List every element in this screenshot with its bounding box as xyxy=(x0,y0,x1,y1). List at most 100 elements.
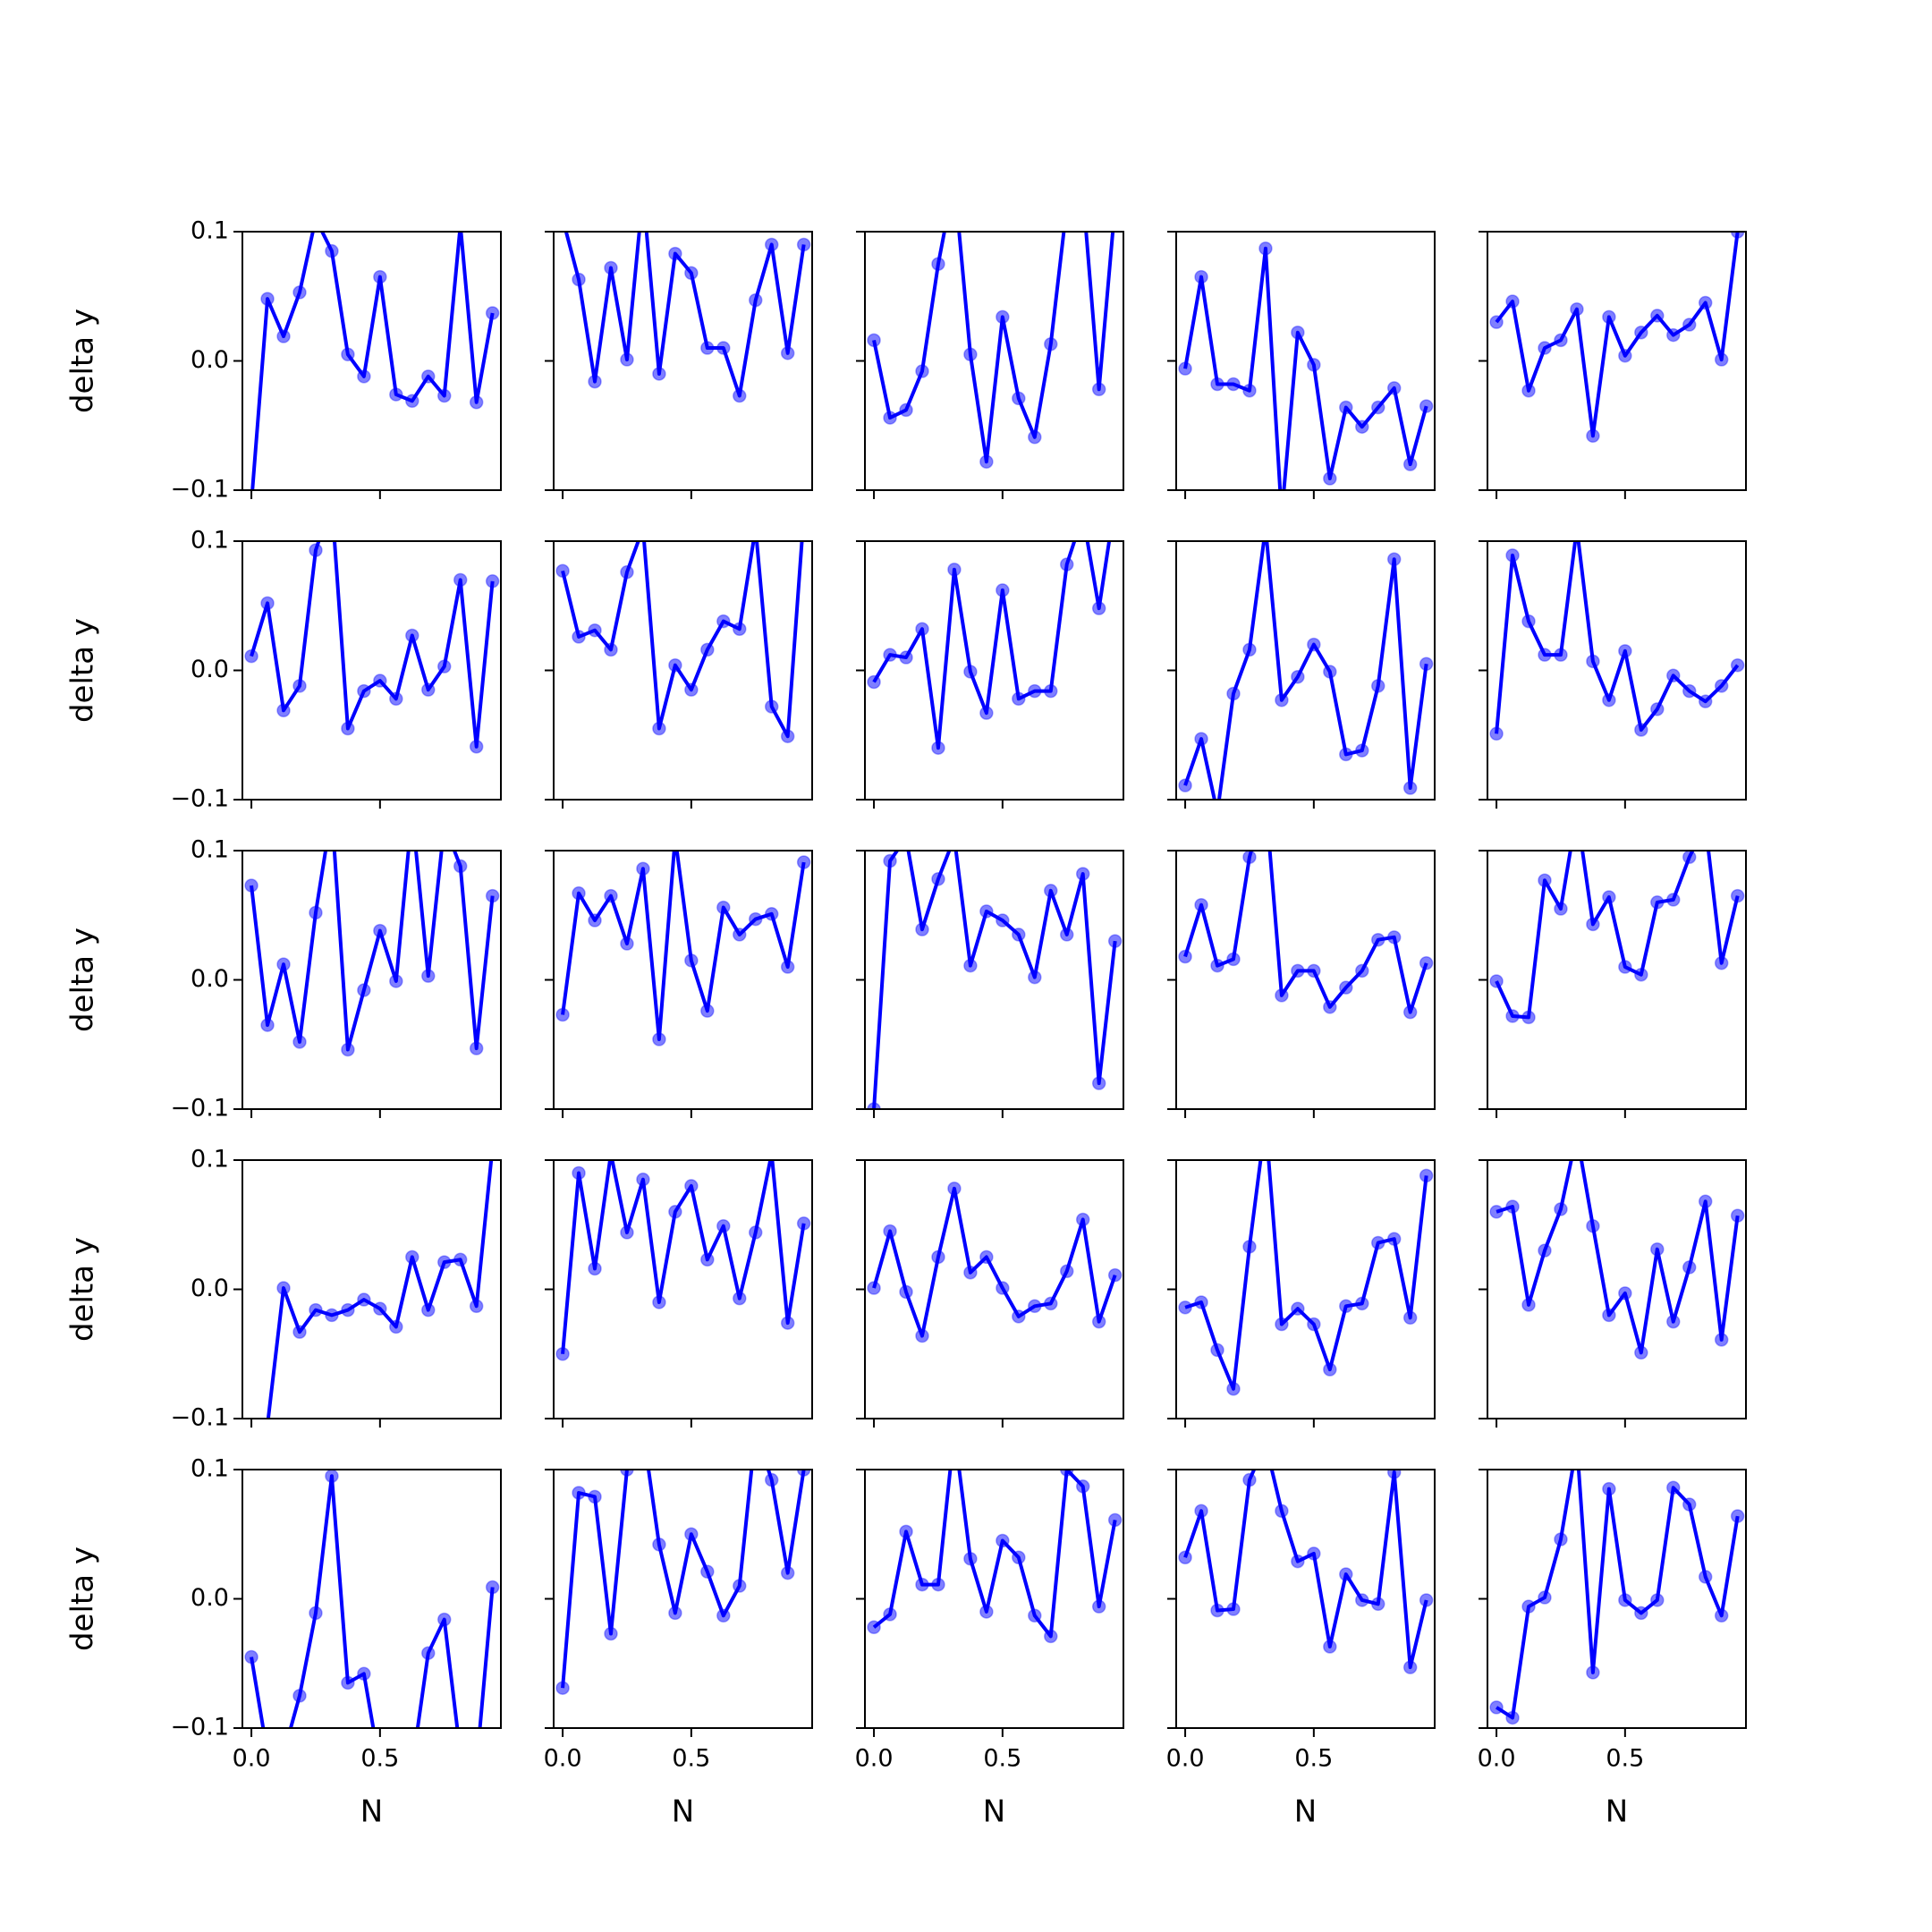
marker xyxy=(1571,806,1583,818)
axes-frame xyxy=(1487,1469,1747,1729)
x-axis-label: N xyxy=(983,1794,1005,1830)
subplot xyxy=(1479,806,1747,1118)
subplot xyxy=(545,850,813,1118)
x-tick-label: 0.0 xyxy=(233,1745,271,1773)
axes-frame xyxy=(864,231,1124,491)
marker xyxy=(326,496,338,509)
series-line xyxy=(1183,1470,1428,1670)
x-axis-label: N xyxy=(1606,1794,1628,1830)
x-tick-label: 0.5 xyxy=(672,1745,710,1773)
marker xyxy=(438,818,451,831)
series-line xyxy=(1495,1470,1740,1720)
series-line xyxy=(250,851,495,1052)
marker xyxy=(406,806,419,818)
subplot: 0.0 0.5 N xyxy=(1166,1437,1436,1830)
marker xyxy=(245,1477,258,1489)
axes-frame xyxy=(242,1469,502,1729)
y-tick-label: 0.0 xyxy=(191,1275,229,1302)
axes-frame xyxy=(864,540,1124,801)
y-tick-label: −0.1 xyxy=(170,1714,229,1741)
marker xyxy=(556,213,569,225)
series-line xyxy=(250,1474,495,1728)
marker xyxy=(309,213,322,225)
series-line xyxy=(872,541,1112,750)
y-tick-label: −0.1 xyxy=(170,476,229,504)
marker xyxy=(1107,1267,1123,1283)
y-tick-label: 0.1 xyxy=(191,217,229,245)
marker xyxy=(948,1425,961,1437)
marker xyxy=(1571,1128,1583,1140)
subplot: −0.1 0.0 0.1 delta y xyxy=(65,496,502,813)
marker xyxy=(1259,1437,1272,1450)
series-line xyxy=(872,232,1115,464)
marker xyxy=(454,1748,467,1760)
marker xyxy=(326,806,338,818)
marker xyxy=(798,509,810,521)
series-line xyxy=(1495,541,1740,734)
subplot xyxy=(856,174,1124,499)
y-tick-label: 0.1 xyxy=(191,1455,229,1483)
x-tick-label: 0.5 xyxy=(1606,1745,1644,1773)
axes-frame xyxy=(553,540,813,801)
subplot xyxy=(545,1159,813,1428)
marker xyxy=(265,1418,270,1419)
y-tick-label: −0.1 xyxy=(170,1404,229,1432)
marker xyxy=(457,232,463,233)
x-tick-label: 0.5 xyxy=(983,1745,1021,1773)
series-line xyxy=(561,1470,806,1689)
marker xyxy=(1571,522,1583,535)
y-tick-label: 0.0 xyxy=(191,965,229,993)
x-axis-label: N xyxy=(1294,1794,1317,1830)
x-tick-label: 0.0 xyxy=(1166,1745,1205,1773)
subplot xyxy=(545,509,813,809)
subplot xyxy=(1167,1159,1436,1428)
marker xyxy=(750,1425,762,1437)
y-tick-label: 0.1 xyxy=(191,527,229,555)
y-tick-label: 0.1 xyxy=(191,836,229,864)
subplot xyxy=(856,496,1124,809)
subplot: −0.1 0.0 0.1 delta y xyxy=(65,1141,502,1489)
subplot: 0.0 0.5 N xyxy=(1478,1437,1747,1830)
y-axis-label: delta y xyxy=(65,1546,101,1651)
marker xyxy=(1211,806,1224,818)
series-line xyxy=(1496,1160,1740,1355)
axes-frame xyxy=(242,231,502,491)
series-line xyxy=(1495,232,1740,438)
series-line xyxy=(872,851,1117,1109)
axes-frame xyxy=(1487,850,1747,1110)
series-line xyxy=(1183,851,1428,1014)
series-line xyxy=(1184,1160,1428,1391)
y-tick-label: −0.1 xyxy=(170,1095,229,1123)
y-tick-label: 0.1 xyxy=(191,1146,229,1174)
subplot xyxy=(1479,1128,1747,1428)
series-line xyxy=(564,232,806,398)
marker xyxy=(1109,496,1122,509)
marker xyxy=(608,1160,614,1161)
axes-frame xyxy=(1487,231,1747,491)
series-line xyxy=(250,541,495,749)
subplot xyxy=(856,850,1124,1118)
subplot: −0.1 0.0 0.1 delta y xyxy=(65,213,502,504)
subplot xyxy=(856,1159,1124,1428)
marker xyxy=(768,1160,775,1161)
marker xyxy=(1571,1437,1583,1450)
marker xyxy=(637,187,649,199)
series-line xyxy=(1183,541,1428,800)
y-tick-label: 0.0 xyxy=(191,346,229,374)
marker xyxy=(487,1141,499,1154)
marker xyxy=(1259,522,1272,535)
y-axis-label: delta y xyxy=(65,618,101,723)
series-line xyxy=(561,851,806,1041)
marker xyxy=(406,1760,419,1773)
marker xyxy=(1109,199,1122,212)
x-tick-label: 0.0 xyxy=(855,1745,894,1773)
x-tick-label: 0.0 xyxy=(544,1745,582,1773)
subplot xyxy=(1167,850,1436,1118)
series-line xyxy=(561,541,804,739)
axes-frame xyxy=(1175,1159,1436,1419)
marker xyxy=(948,174,961,186)
x-axis-label: N xyxy=(360,1794,383,1830)
x-tick-label: 0.5 xyxy=(1294,1745,1333,1773)
